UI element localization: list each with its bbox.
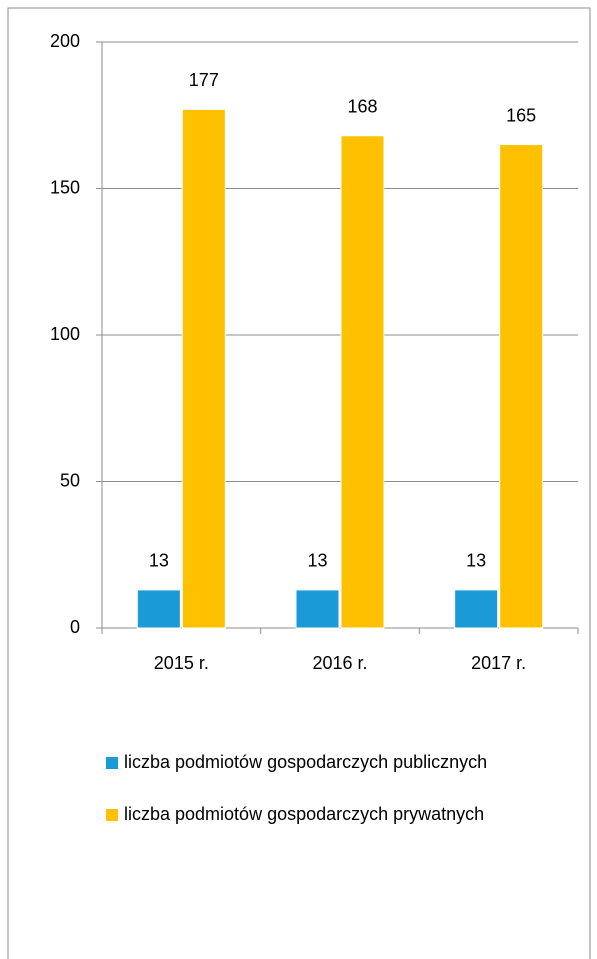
bar [136, 589, 181, 629]
legend-swatch [106, 809, 118, 821]
y-tick-label: 100 [50, 324, 80, 344]
y-tick-label: 200 [50, 31, 80, 51]
legend-label: liczba podmiotów gospodarczych prywatnyc… [124, 804, 484, 824]
x-tick-label: 2017 r. [471, 653, 526, 673]
data-label: 165 [506, 105, 536, 125]
bar [340, 135, 385, 629]
chart-frame [7, 7, 591, 959]
bar [454, 589, 499, 629]
data-label: 168 [347, 97, 377, 117]
bar [499, 144, 544, 629]
data-label: 177 [189, 70, 219, 90]
data-label: 13 [466, 551, 486, 571]
legend-swatch [106, 757, 118, 769]
data-label: 13 [149, 551, 169, 571]
legend-label: liczba podmiotów gospodarczych publiczny… [124, 752, 487, 772]
y-tick-label: 50 [60, 470, 80, 490]
x-tick-label: 2016 r. [312, 653, 367, 673]
y-tick-label: 150 [50, 177, 80, 197]
bar [295, 589, 340, 629]
data-label: 13 [307, 551, 327, 571]
bar [181, 108, 226, 629]
y-tick-label: 0 [70, 617, 80, 637]
x-tick-label: 2015 r. [154, 653, 209, 673]
